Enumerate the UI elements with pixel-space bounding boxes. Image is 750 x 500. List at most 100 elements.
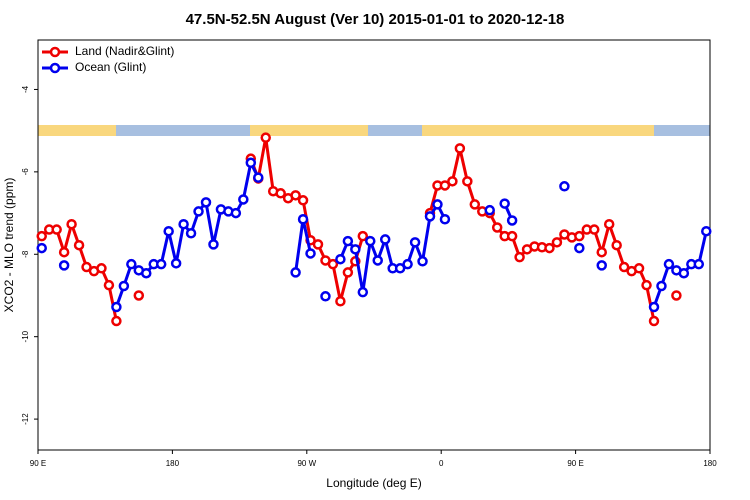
data-point [439,180,451,191]
data-point [185,228,197,239]
data-point [230,207,242,219]
data-point [327,258,339,270]
data-point [484,204,495,216]
x-tick-label: 90 E [567,459,583,468]
data-point [379,234,391,245]
data-point [678,267,690,279]
data-point [260,132,271,143]
y-tick-label: -6 [21,168,30,176]
data-point [96,263,107,274]
data-point [73,239,85,251]
data-point [245,157,257,169]
data-point [447,176,458,187]
data-point [693,258,705,270]
data-point [126,258,137,270]
data-point [51,224,62,235]
data-point [320,291,331,302]
data-point [81,261,92,273]
x-tick-label: 180 [166,459,180,468]
x-tick-label: 90 E [30,459,46,468]
data-point [648,315,660,327]
y-tick-label: -10 [21,330,30,342]
y-axis-label: XCO2 - MLO trend (ppm) [2,178,16,313]
data-point [193,206,204,217]
data-point [701,225,712,237]
data-point [36,230,47,242]
data-point [335,295,346,307]
data-point [633,263,645,274]
data-point [603,218,615,230]
data-point [275,188,286,199]
data-point [618,261,630,273]
series-line [40,219,118,322]
land-strip [250,125,368,136]
data-point [574,242,585,254]
data-point [238,194,249,205]
data-point [454,143,466,154]
data-point [58,246,70,258]
data-point [491,222,503,233]
data-point [365,235,376,247]
data-point [58,260,70,271]
data-point [350,244,361,255]
data-point [656,280,667,292]
legend-label: Ocean (Glint) [75,60,146,74]
data-point [253,172,264,183]
data-point [469,199,481,210]
data-point [589,224,600,235]
land-ocean-strip [38,125,710,136]
data-point [170,258,182,269]
data-point [671,290,682,301]
data-point [66,218,77,230]
data-point [297,195,309,206]
data-point [208,239,219,250]
data-point [544,242,555,254]
legend-marker [49,46,61,58]
data-point [290,267,301,278]
data-point [641,279,652,291]
plot-frame [37,39,711,451]
data-point [141,267,152,279]
ocean-strip [38,125,710,136]
data-point [499,198,510,209]
data-point [439,213,451,225]
data-point [514,251,525,263]
data-point [305,248,316,259]
x-tick-label: 180 [703,459,717,468]
data-point [178,218,189,230]
data-point [648,301,660,313]
data-point [155,258,167,270]
data-point [462,176,473,187]
series-line [428,148,656,322]
data-point [506,215,518,226]
y-tick-label: -4 [21,85,30,93]
data-point [409,237,421,248]
data-point [103,279,115,291]
data-point [133,290,145,301]
data-point [312,239,324,250]
data-point [118,280,130,292]
data-point [372,255,383,266]
x-tick-label: 90 W [297,459,316,468]
data-point [335,253,346,265]
data-point [342,235,354,247]
data-point [663,258,675,270]
data-point [290,190,301,201]
data-point [596,246,607,258]
data-point [551,237,563,248]
data-point [402,258,413,270]
data-point [506,230,518,242]
data-point [357,230,369,242]
data-point [342,267,354,278]
data-point [611,239,622,251]
data-point [596,260,607,271]
data-point [394,263,406,274]
data-point [559,181,570,192]
land-strip [38,125,116,136]
y-tick-label: -12 [21,413,30,425]
data-point [357,286,369,298]
data-point [417,256,428,267]
x-axis-label: Longitude (deg E) [326,476,421,490]
data-point [36,242,47,254]
